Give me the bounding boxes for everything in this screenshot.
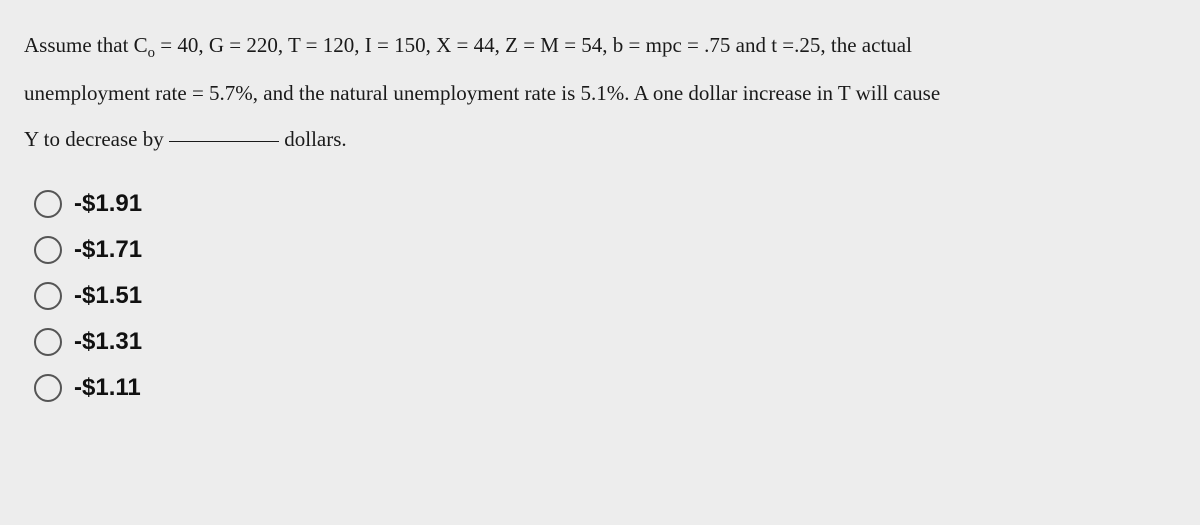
radio-icon[interactable] xyxy=(34,374,62,402)
radio-icon[interactable] xyxy=(34,236,62,264)
question-line2: unemployment rate = 5.7%, and the natura… xyxy=(24,81,940,105)
option-label: -$1.91 xyxy=(74,190,142,218)
option-row[interactable]: -$1.11 xyxy=(34,374,1176,402)
option-row[interactable]: -$1.31 xyxy=(34,328,1176,356)
option-label: -$1.71 xyxy=(74,236,142,264)
radio-icon[interactable] xyxy=(34,282,62,310)
option-label: -$1.11 xyxy=(74,374,141,402)
option-row[interactable]: -$1.51 xyxy=(34,282,1176,310)
options-list: -$1.91 -$1.71 -$1.51 -$1.31 -$1.11 xyxy=(24,190,1176,402)
option-row[interactable]: -$1.71 xyxy=(34,236,1176,264)
option-row[interactable]: -$1.91 xyxy=(34,190,1176,218)
question-line3-suffix: dollars. xyxy=(279,127,347,151)
question-line3-prefix: Y to decrease by xyxy=(24,127,169,151)
question-subscript: o xyxy=(148,45,155,61)
radio-icon[interactable] xyxy=(34,190,62,218)
fill-blank xyxy=(169,141,279,142)
option-label: -$1.51 xyxy=(74,282,142,310)
question-line1-prefix: Assume that C xyxy=(24,33,148,57)
radio-icon[interactable] xyxy=(34,328,62,356)
question-line1-rest: = 40, G = 220, T = 120, I = 150, X = 44,… xyxy=(155,33,912,57)
question-text: Assume that Co = 40, G = 220, T = 120, I… xyxy=(24,22,1176,162)
option-label: -$1.31 xyxy=(74,328,142,356)
